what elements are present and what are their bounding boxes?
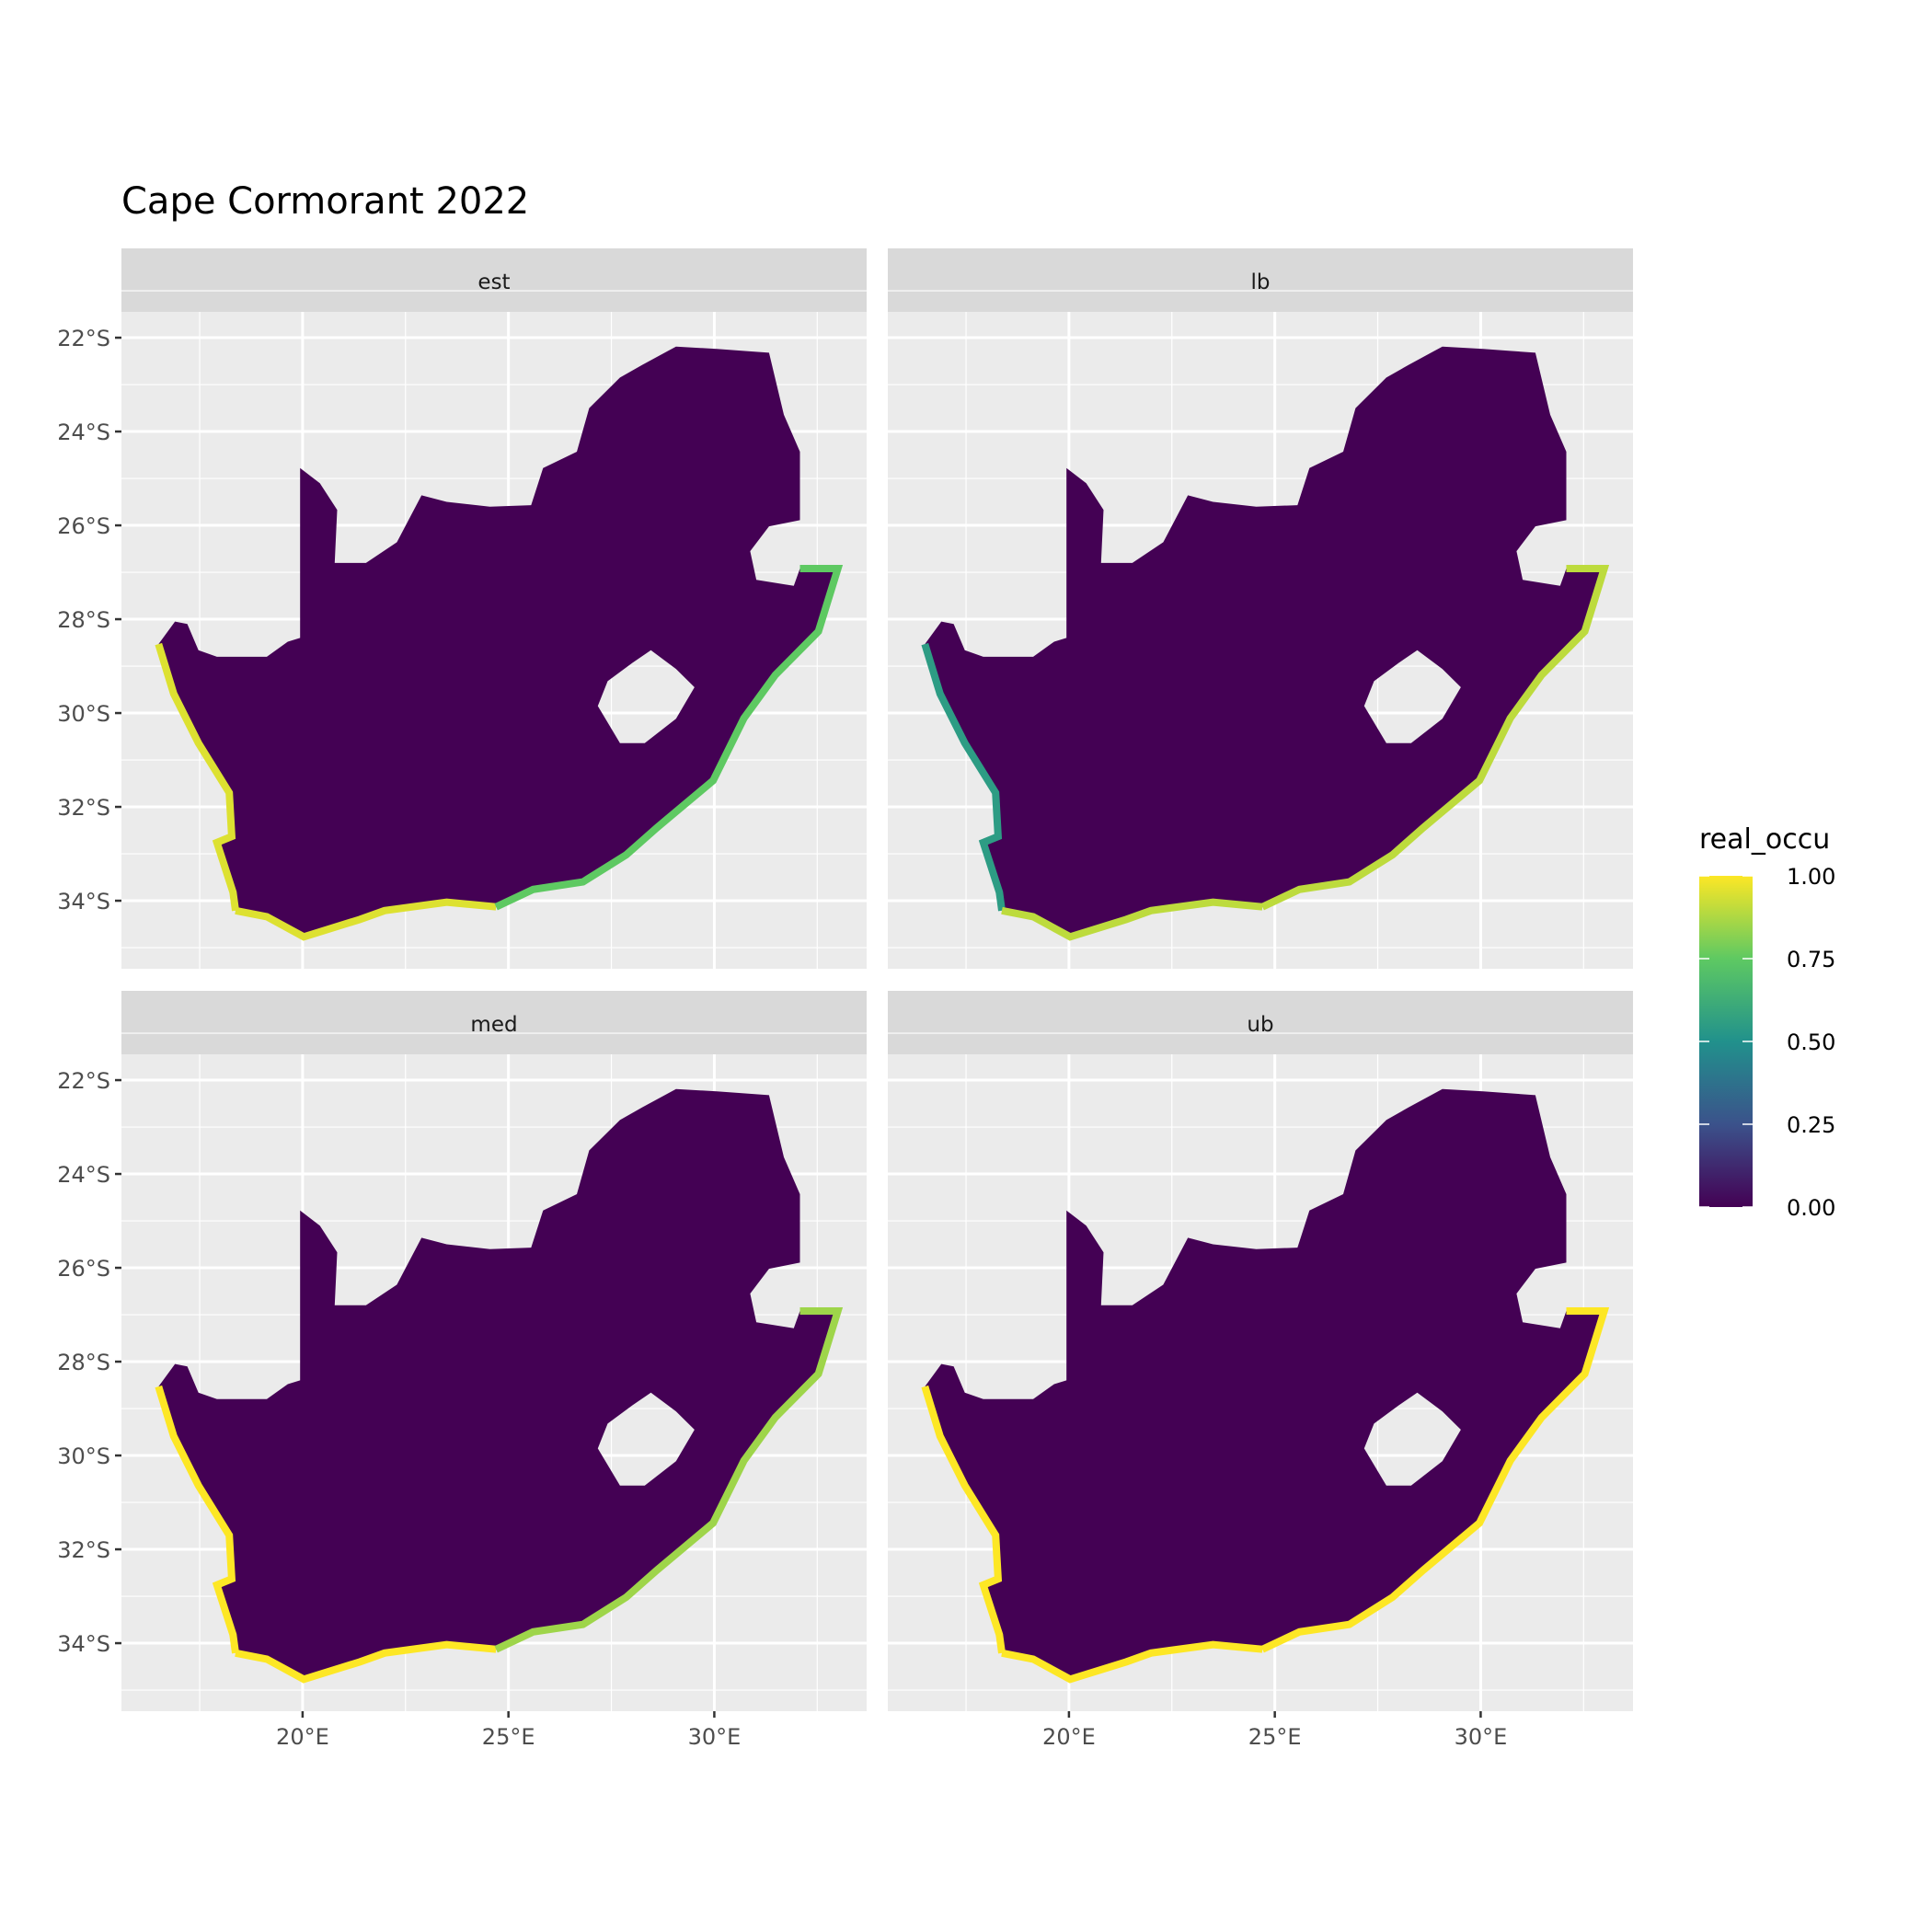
occupancy-raster-land (925, 346, 1604, 937)
x-tick-label: 20°E (276, 1724, 329, 1750)
occupancy-raster-land (158, 346, 838, 937)
coastal-cells-east (1260, 565, 1610, 911)
chart-title: Cape Cormorant 2022 (121, 180, 529, 223)
coastal-cells-west (921, 1385, 1006, 1654)
y-tick-label: 32°S (57, 795, 110, 821)
y-tick-label: 24°S (57, 1162, 110, 1188)
coastal-cells-south (1001, 1640, 1263, 1684)
y-tick-label: 26°S (57, 1256, 110, 1282)
legend-tick-label: 0.75 (1787, 947, 1835, 972)
facet-strip (888, 991, 1633, 1054)
legend-tick-label: 1.00 (1787, 864, 1835, 890)
coastal-cells-south (1001, 898, 1263, 941)
coastal-cells-west (155, 1385, 239, 1654)
coastal-cells-west (155, 642, 239, 912)
x-tick-label: 30°E (688, 1724, 742, 1750)
y-tick-label: 26°S (57, 513, 110, 539)
facet-strip (888, 248, 1633, 312)
facet-lb: lb (888, 248, 1633, 969)
coastal-cells-south (235, 898, 497, 941)
legend-tick-label: 0.50 (1787, 1029, 1835, 1055)
legend: real_occu 1.00 0.75 0.50 0.25 0.00 (1699, 823, 1835, 1221)
y-tick-label: 22°S (57, 1068, 110, 1094)
x-tick-label: 20°E (1042, 1724, 1096, 1750)
y-tick-label: 30°S (57, 1443, 110, 1469)
y-tick-label: 28°S (57, 607, 110, 633)
legend-tick-label: 0.00 (1787, 1195, 1835, 1221)
facet-panels: est22°S24°S26°S28°S30°S32°S34°Slbmed22°S… (57, 248, 1633, 1750)
legend-title: real_occu (1699, 823, 1830, 856)
coastal-cells-east (494, 1307, 844, 1653)
legend-tick-label: 0.25 (1787, 1112, 1835, 1138)
occupancy-raster-land (158, 1088, 838, 1680)
coastal-cells-south (235, 1640, 497, 1684)
facet-strip-label: lb (1251, 270, 1271, 294)
y-tick-label: 22°S (57, 326, 110, 351)
x-tick-label: 30°E (1455, 1724, 1508, 1750)
y-tick-label: 24°S (57, 420, 110, 445)
y-tick-label: 30°S (57, 701, 110, 727)
y-tick-label: 32°S (57, 1537, 110, 1563)
y-tick-label: 34°S (57, 1631, 110, 1657)
occupancy-raster-land (925, 1088, 1604, 1680)
y-tick-label: 28°S (57, 1350, 110, 1375)
coastal-cells-east (494, 565, 844, 911)
x-tick-label: 25°E (1248, 1724, 1302, 1750)
coastal-cells-west (921, 642, 1006, 912)
coastal-cells-east (1260, 1307, 1610, 1653)
x-tick-label: 25°E (482, 1724, 535, 1750)
y-tick-label: 34°S (57, 889, 110, 914)
facet-strip (121, 991, 867, 1054)
facet-strip (121, 248, 867, 312)
